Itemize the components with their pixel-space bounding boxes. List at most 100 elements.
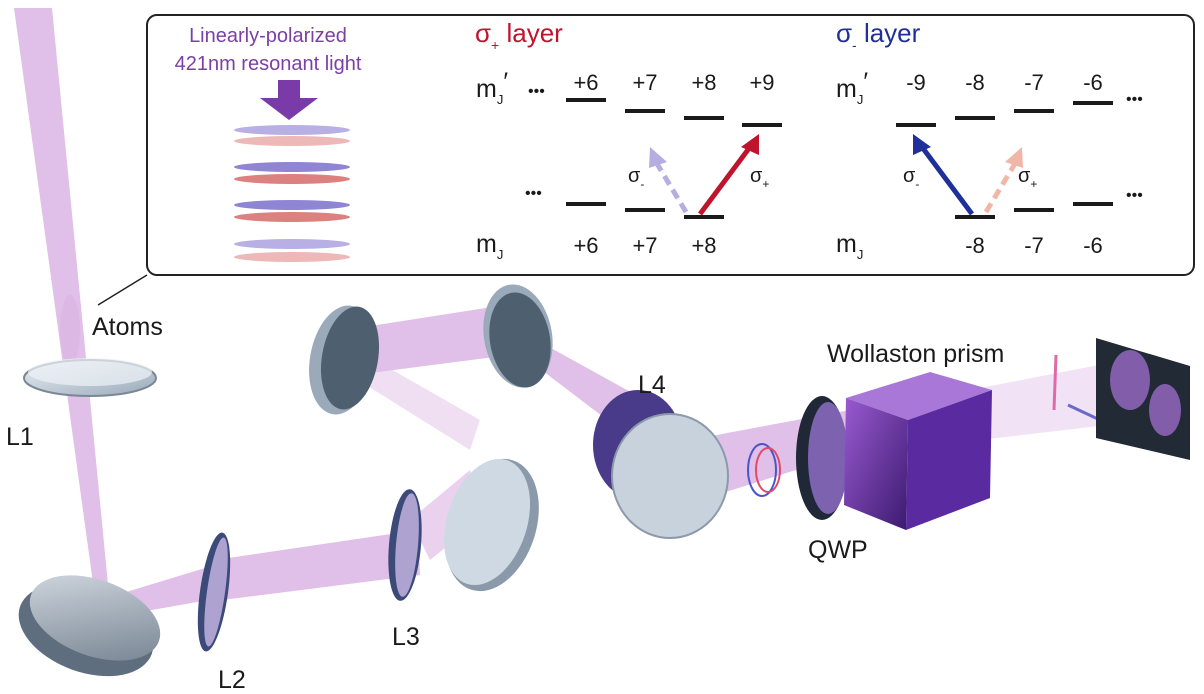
upper-level-label-right-1: -9 [906, 70, 926, 95]
dashed-sigma-minus-arrowhead [649, 147, 667, 168]
atom-cloud [60, 295, 80, 365]
camera-spot-2 [1149, 384, 1181, 436]
sigma-minus-title-sigma: σ [836, 18, 852, 48]
sigma-plus-title: σ+ layer [475, 18, 563, 53]
dashed-sigma-plus-arrow [983, 160, 1019, 214]
beam-l2-to-l3 [215, 530, 420, 600]
lower-level-label-right-2: -7 [1024, 233, 1044, 258]
lower-row-label-left-m: m [476, 230, 497, 258]
lower-level-label-right-3: -6 [1083, 233, 1103, 258]
lower-ellipsis-right: ••• [1126, 187, 1143, 204]
lower-level-label-left-1: +6 [573, 233, 598, 258]
polarization-indicators [1052, 354, 1101, 422]
mirror-near-l3 [443, 458, 539, 592]
label-l1: L1 [6, 423, 34, 451]
dashed-sigma-plus-label: σ+ [1018, 165, 1037, 191]
prism-front [844, 398, 908, 530]
lower-ellipsis-left: ••• [525, 185, 542, 202]
upper-row-label-left-m: m [476, 75, 497, 103]
upper-row-label-left-prime: ′ [503, 68, 508, 96]
quarter-wave-plate [747, 396, 848, 520]
solid-sigma-minus-arrowhead [913, 134, 931, 155]
light-label-line2: 421nm resonant light [175, 53, 362, 75]
upper-row-label-right-m: m [836, 75, 857, 103]
mirror-upper-left [309, 305, 380, 415]
dashed-sigma-plus-arrowhead [1005, 147, 1023, 168]
dashed-sigma-minus-label-sigma: σ [628, 165, 641, 187]
inset-callout-line [97, 274, 148, 306]
layer-sigma-minus-1 [234, 125, 350, 135]
label-qwp: QWP [808, 536, 868, 564]
beam-atoms-to-l1 [14, 8, 110, 605]
lens-l4-front [611, 413, 729, 539]
prism-top [846, 372, 992, 420]
prism-side [906, 390, 992, 530]
upper-level-label-right-2: -8 [965, 70, 985, 95]
mirror-upper-right [483, 284, 553, 388]
upper-level-label-left-3: +8 [691, 70, 716, 95]
lens-l3 [388, 489, 422, 601]
dashed-sigma-minus-arrow [653, 160, 689, 214]
sigma-plus-title-rest: layer [499, 18, 563, 48]
sigma-minus-title-sub: - [852, 37, 857, 53]
energy-level-inset: Linearly-polarized 421nm resonant light … [97, 14, 1195, 306]
polarization-horizontal-arrow [1067, 403, 1101, 422]
circular-polarization-icon-red [755, 447, 781, 493]
solid-sigma-plus-label-sigma: σ [750, 165, 763, 187]
camera-sensor [1096, 338, 1190, 460]
dashed-sigma-minus-label-sub: - [640, 177, 644, 191]
lower-row-label-left-sub: J [497, 247, 504, 262]
layer-sigma-plus-1 [234, 136, 350, 146]
lens-l2 [197, 532, 231, 652]
circular-polarization-icon [747, 443, 777, 497]
lower-level-label-left-2: +7 [632, 233, 657, 258]
camera-spot-1 [1110, 350, 1150, 410]
solid-sigma-plus-label: σ+ [750, 165, 769, 191]
solid-sigma-minus-label-sigma: σ [903, 165, 916, 187]
solid-sigma-minus-arrow [919, 145, 975, 216]
upper-row-label-right-sub: J [857, 92, 864, 107]
sigma-plus-panel: σ+ layer mJ′ ••• +6 +7 +8 +9 ••• mJ +6 +… [475, 18, 782, 262]
mirror-near-l3-face [443, 458, 531, 586]
upper-level-label-left-4: +9 [749, 70, 774, 95]
solid-sigma-plus-arrowhead [741, 134, 759, 155]
solid-sigma-minus-label-sub: - [915, 177, 919, 191]
mirror-bottom-left [18, 575, 161, 677]
sigma-plus-title-sigma: σ [475, 18, 491, 48]
label-atoms: Atoms [92, 313, 163, 341]
lens-l1 [23, 358, 157, 397]
solid-sigma-minus-label: σ- [903, 165, 919, 191]
dashed-sigma-minus-label: σ- [628, 165, 644, 191]
lower-row-label-right-m: m [836, 230, 857, 258]
upper-ellipsis-left: ••• [528, 83, 545, 100]
lens-l2-face [204, 537, 228, 647]
upper-row-label-left: mJ′ [476, 68, 508, 107]
sigma-plus-title-sub: + [491, 37, 499, 53]
sigma-minus-title: σ- layer [836, 18, 921, 53]
solid-sigma-plus-arrow [697, 145, 753, 216]
label-wollaston-prism: Wollaston prism [827, 340, 1004, 368]
sigma-minus-title-rest: layer [857, 18, 921, 48]
dashed-sigma-plus-label-sub: + [1030, 177, 1037, 191]
upper-ellipsis-right: ••• [1126, 91, 1143, 108]
polarization-vertical-arrow [1052, 354, 1058, 411]
sigma-minus-panel: σ- layer mJ′ -9 -8 -7 -6 ••• ••• mJ -8 -… [836, 18, 1143, 262]
layer-sigma-plus-4 [234, 252, 350, 262]
lens-l1-face [28, 358, 152, 386]
upper-level-label-left-2: +7 [632, 70, 657, 95]
upper-row-label-right: mJ′ [836, 68, 868, 107]
label-l4: L4 [638, 371, 666, 399]
upper-row-label-right-prime: ′ [863, 68, 868, 96]
lower-level-label-left-3: +8 [691, 233, 716, 258]
label-l2: L2 [218, 666, 246, 694]
layer-sigma-minus-3 [234, 200, 350, 210]
layer-sigma-minus-2 [234, 162, 350, 172]
upper-row-label-left-sub: J [497, 92, 504, 107]
lower-row-label-right-sub: J [857, 247, 864, 262]
light-label-line1: Linearly-polarized [189, 25, 347, 47]
qwp-face [808, 402, 848, 514]
lower-row-label-left: mJ [476, 230, 503, 262]
layer-sigma-minus-4 [234, 239, 350, 249]
lens-l4 [593, 390, 729, 539]
